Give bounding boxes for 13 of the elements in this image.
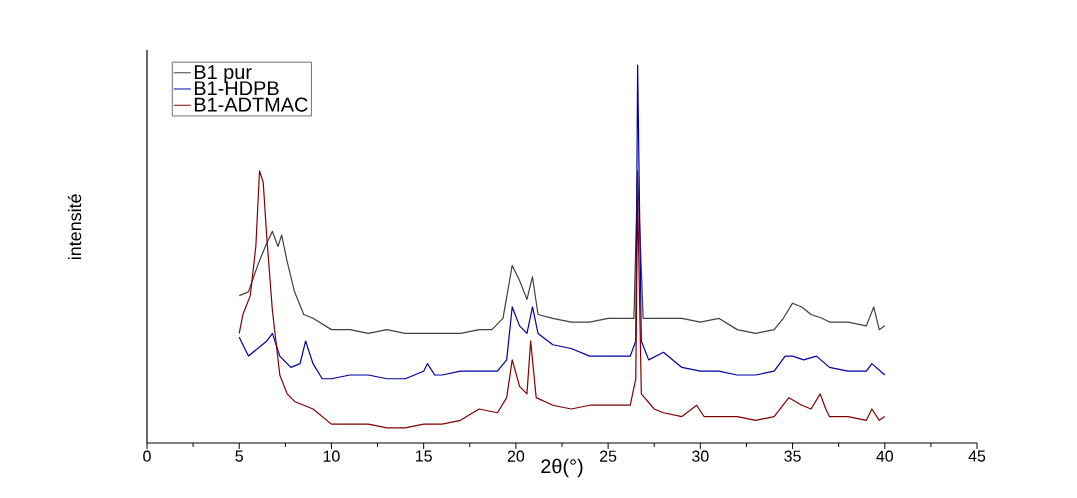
x-tick-label: 0 — [143, 450, 151, 462]
x-tick-label: 25 — [600, 450, 617, 462]
y-axis-title: intensité — [67, 194, 82, 260]
x-axis-title: 2θ(°) — [541, 458, 583, 478]
legend-label: B1-ADTMAC — [194, 97, 308, 112]
x-tick-label: 15 — [416, 450, 432, 462]
x-tick-label: 20 — [507, 450, 525, 462]
x-tick-label: 10 — [323, 450, 340, 462]
x-tick-label: 30 — [692, 450, 709, 462]
x-tick-label: 40 — [876, 450, 894, 462]
x-tick-label: 35 — [784, 450, 801, 462]
x-tick-label: 45 — [968, 450, 986, 462]
x-tick-label: 5 — [235, 450, 243, 462]
